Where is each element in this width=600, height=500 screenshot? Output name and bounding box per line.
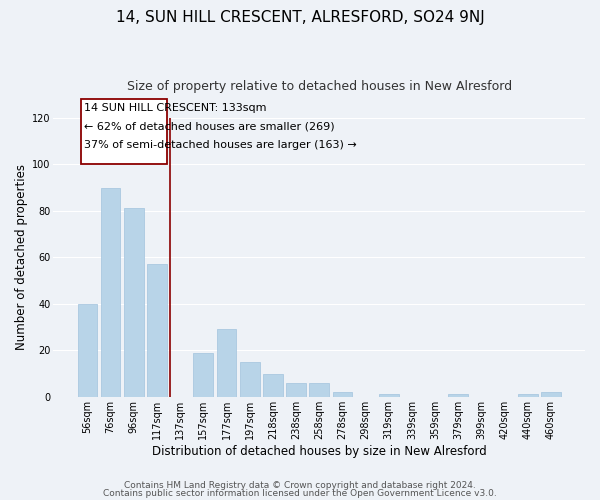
Bar [193,352,213,397]
Bar [448,394,468,397]
Text: ← 62% of detached houses are smaller (269): ← 62% of detached houses are smaller (26… [84,122,335,132]
Bar [379,394,398,397]
Bar [217,330,236,397]
Bar [310,383,329,397]
Bar [518,394,538,397]
Text: 37% of semi-detached houses are larger (163) →: 37% of semi-detached houses are larger (… [84,140,357,150]
X-axis label: Distribution of detached houses by size in New Alresford: Distribution of detached houses by size … [152,444,487,458]
FancyBboxPatch shape [80,99,167,164]
Bar [286,383,306,397]
Text: Contains public sector information licensed under the Open Government Licence v3: Contains public sector information licen… [103,488,497,498]
Y-axis label: Number of detached properties: Number of detached properties [15,164,28,350]
Bar [263,374,283,397]
Text: 14, SUN HILL CRESCENT, ALRESFORD, SO24 9NJ: 14, SUN HILL CRESCENT, ALRESFORD, SO24 9… [116,10,484,25]
Bar [77,304,97,397]
Bar [332,392,352,397]
Bar [124,208,143,397]
Bar [101,188,121,397]
Bar [240,362,260,397]
Text: 14 SUN HILL CRESCENT: 133sqm: 14 SUN HILL CRESCENT: 133sqm [84,102,266,113]
Bar [147,264,167,397]
Title: Size of property relative to detached houses in New Alresford: Size of property relative to detached ho… [127,80,512,93]
Text: Contains HM Land Registry data © Crown copyright and database right 2024.: Contains HM Land Registry data © Crown c… [124,481,476,490]
Bar [541,392,561,397]
